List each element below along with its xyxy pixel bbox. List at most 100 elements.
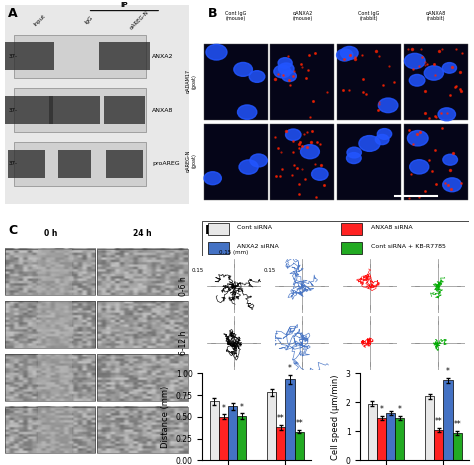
Circle shape xyxy=(410,159,429,174)
Bar xyxy=(58,150,91,178)
Y-axis label: Cell speed (μm/min): Cell speed (μm/min) xyxy=(331,374,340,459)
Bar xyxy=(38,249,72,295)
Circle shape xyxy=(442,63,456,73)
Text: 0-6 h: 0-6 h xyxy=(179,276,188,296)
Text: IgG: IgG xyxy=(84,15,94,26)
Circle shape xyxy=(249,71,265,82)
Bar xyxy=(337,124,401,200)
Text: *: * xyxy=(380,405,383,414)
Text: proAREG: proAREG xyxy=(152,161,180,166)
Text: Input: Input xyxy=(33,13,46,27)
Text: ANXA2: ANXA2 xyxy=(152,54,173,59)
Bar xyxy=(368,404,377,460)
Bar xyxy=(1,96,53,124)
Text: ANXA8 siRNA: ANXA8 siRNA xyxy=(371,225,412,230)
Bar xyxy=(270,45,335,120)
Circle shape xyxy=(346,153,361,164)
Circle shape xyxy=(250,154,267,167)
Text: D: D xyxy=(205,224,215,237)
Text: αANXA2
(mouse): αANXA2 (mouse) xyxy=(292,11,312,21)
Circle shape xyxy=(347,147,361,158)
Circle shape xyxy=(274,65,291,78)
Bar xyxy=(14,88,146,132)
Text: 24 h: 24 h xyxy=(134,228,152,238)
Bar xyxy=(97,406,188,453)
Bar xyxy=(404,45,468,120)
Bar xyxy=(341,223,363,235)
Bar xyxy=(204,45,268,120)
Bar xyxy=(9,150,45,178)
Text: *: * xyxy=(288,365,292,373)
Bar xyxy=(276,427,285,460)
Bar xyxy=(228,406,237,460)
Circle shape xyxy=(443,154,457,165)
Text: 0.15 (mm): 0.15 (mm) xyxy=(219,250,248,255)
Bar xyxy=(267,392,276,460)
Text: αAREG-N: αAREG-N xyxy=(128,10,150,31)
Bar xyxy=(237,416,246,460)
Circle shape xyxy=(285,129,301,140)
Bar xyxy=(285,379,295,460)
Bar xyxy=(270,124,335,200)
Text: A: A xyxy=(9,7,18,20)
Text: IP: IP xyxy=(120,2,128,7)
Text: Cont siRNA + KB-R7785: Cont siRNA + KB-R7785 xyxy=(371,244,446,249)
Circle shape xyxy=(443,178,461,192)
Bar xyxy=(219,417,228,460)
Bar xyxy=(104,96,145,124)
Circle shape xyxy=(206,44,227,60)
Circle shape xyxy=(282,71,296,81)
Circle shape xyxy=(279,63,294,74)
Bar xyxy=(341,242,363,254)
Bar xyxy=(404,124,468,200)
Text: **: ** xyxy=(435,417,443,426)
Circle shape xyxy=(278,58,292,68)
Circle shape xyxy=(377,129,392,140)
Text: *: * xyxy=(222,404,226,412)
Bar xyxy=(49,96,100,124)
Text: αANXA8
(rabbit): αANXA8 (rabbit) xyxy=(426,11,446,21)
Circle shape xyxy=(337,49,353,61)
Circle shape xyxy=(408,131,428,146)
Circle shape xyxy=(438,108,456,121)
Text: ANXA2 siRNA: ANXA2 siRNA xyxy=(237,244,279,249)
Bar xyxy=(208,223,229,235)
Circle shape xyxy=(239,160,258,174)
Circle shape xyxy=(409,74,425,86)
Text: *: * xyxy=(446,367,450,376)
Bar xyxy=(5,249,95,295)
Bar xyxy=(453,433,462,460)
Bar xyxy=(38,354,72,401)
Bar xyxy=(38,406,72,453)
Circle shape xyxy=(340,46,358,60)
Circle shape xyxy=(424,66,444,80)
Bar xyxy=(295,432,304,460)
Text: Cont siRNA: Cont siRNA xyxy=(237,225,272,230)
Text: αAREG-N
(goat): αAREG-N (goat) xyxy=(186,150,197,172)
Bar xyxy=(337,45,401,120)
Bar xyxy=(444,380,453,460)
Bar xyxy=(99,42,150,70)
Y-axis label: Distance (mm): Distance (mm) xyxy=(161,385,170,448)
Text: *: * xyxy=(398,405,402,414)
Text: 0.15: 0.15 xyxy=(264,268,276,273)
Circle shape xyxy=(301,145,319,159)
Bar xyxy=(97,249,188,295)
Text: Cont IgG
(mouse): Cont IgG (mouse) xyxy=(225,11,246,21)
Bar xyxy=(5,406,95,453)
Bar xyxy=(106,150,143,178)
Bar xyxy=(97,301,188,348)
Circle shape xyxy=(378,98,398,113)
Text: **: ** xyxy=(295,419,303,428)
Circle shape xyxy=(359,136,380,152)
Bar xyxy=(386,413,395,460)
Circle shape xyxy=(237,105,257,120)
Text: Cont IgG
(rabbit): Cont IgG (rabbit) xyxy=(358,11,380,21)
Bar xyxy=(425,397,434,460)
Circle shape xyxy=(204,172,221,185)
Text: B: B xyxy=(208,7,217,20)
Text: **: ** xyxy=(277,414,285,423)
Text: C: C xyxy=(9,224,18,237)
Bar xyxy=(5,301,95,348)
Circle shape xyxy=(404,53,425,69)
